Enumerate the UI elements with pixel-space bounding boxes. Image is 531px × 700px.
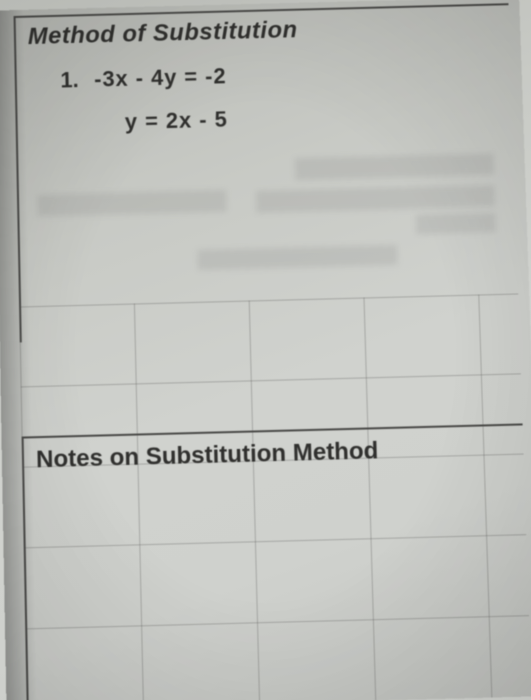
equation-1: -3x - 4y = -2 — [94, 64, 227, 93]
problem-number: 1. — [60, 67, 79, 93]
erased-text — [416, 213, 496, 235]
top-rule — [14, 3, 509, 18]
grid-background — [19, 293, 531, 700]
worksheet-page: Method of Substitution 1. -3x - 4y = -2 … — [0, 0, 531, 700]
section-title-substitution: Method of Substitution — [28, 17, 298, 51]
erased-text — [295, 153, 495, 180]
erased-text — [37, 190, 227, 217]
equation-2: y = 2x - 5 — [125, 107, 228, 135]
erased-text — [256, 185, 495, 213]
erased-text — [198, 245, 398, 270]
